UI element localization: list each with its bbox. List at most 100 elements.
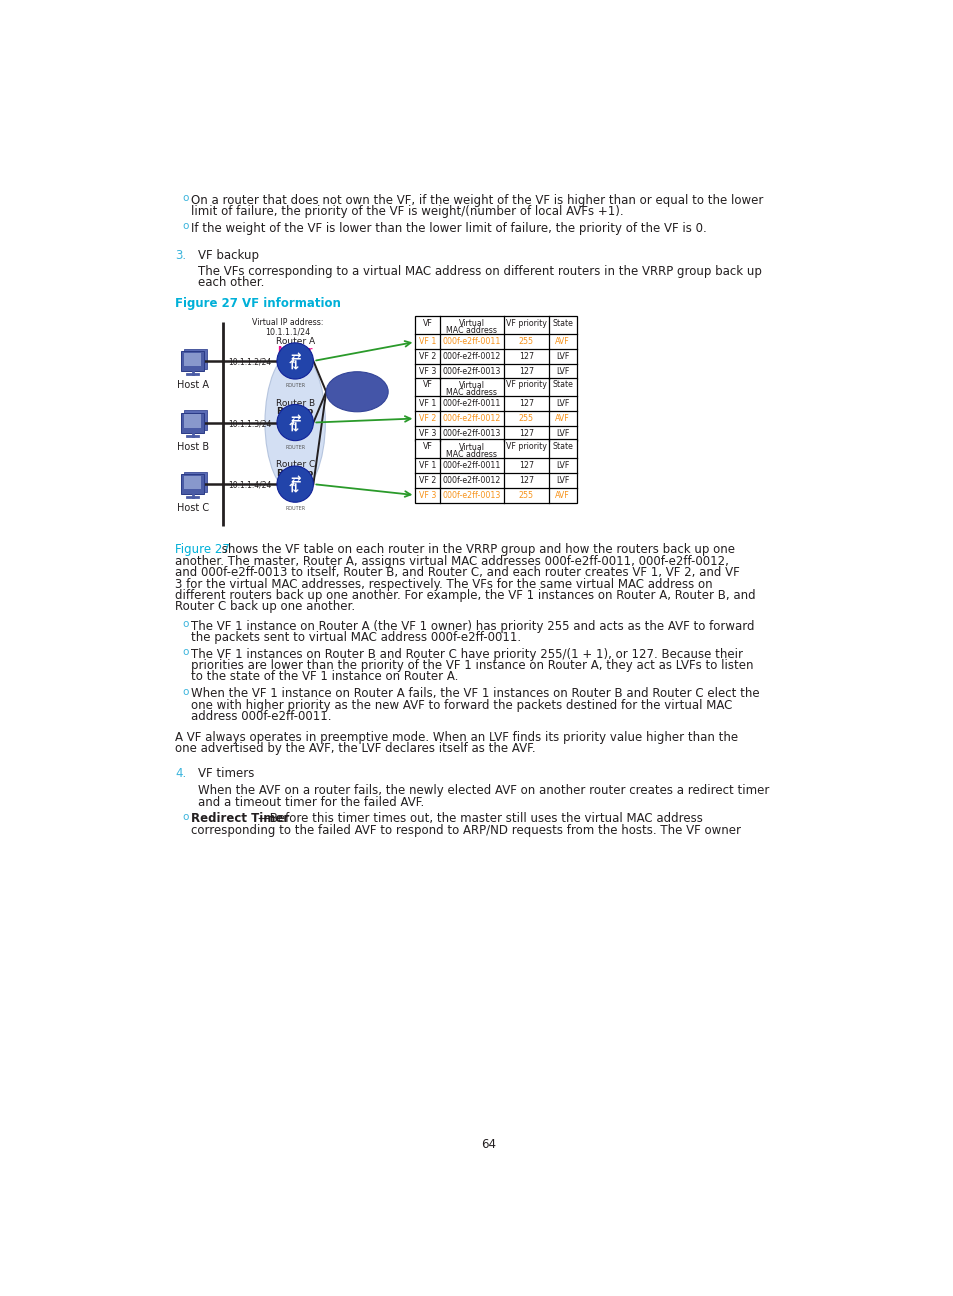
Text: Router A: Router A bbox=[275, 337, 314, 346]
Text: VF 2: VF 2 bbox=[418, 476, 436, 485]
Text: 10.1.1.3/24: 10.1.1.3/24 bbox=[228, 419, 271, 428]
Text: Router C: Router C bbox=[275, 460, 314, 469]
Text: 3.: 3. bbox=[174, 249, 186, 262]
Text: ⇄: ⇄ bbox=[289, 420, 301, 430]
Text: ⇄: ⇄ bbox=[290, 351, 300, 364]
Text: VF: VF bbox=[422, 442, 432, 451]
FancyBboxPatch shape bbox=[181, 412, 204, 433]
Text: 127: 127 bbox=[518, 460, 533, 469]
Text: ⇄: ⇄ bbox=[290, 474, 300, 487]
Text: corresponding to the failed AVF to respond to ARP/ND requests from the hosts. Th: corresponding to the failed AVF to respo… bbox=[191, 824, 740, 837]
Text: Backup: Backup bbox=[276, 407, 314, 416]
Text: another. The master, Router A, assigns virtual MAC addresses 000f-e2ff-0011, 000: another. The master, Router A, assigns v… bbox=[174, 555, 728, 568]
Text: On a router that does not own the VF, if the weight of the VF is higher than or : On a router that does not own the VF, if… bbox=[191, 194, 762, 207]
Text: limit of failure, the priority of the VF is weight/(number of local AVFs +1).: limit of failure, the priority of the VF… bbox=[191, 205, 622, 219]
Text: 000f-e2ff-0011: 000f-e2ff-0011 bbox=[442, 399, 500, 408]
Text: 64: 64 bbox=[481, 1138, 496, 1151]
Text: Router C back up one another.: Router C back up one another. bbox=[174, 600, 355, 613]
Text: LVF: LVF bbox=[556, 429, 569, 438]
Text: 000f-e2ff-0011: 000f-e2ff-0011 bbox=[442, 460, 500, 469]
Text: MAC address: MAC address bbox=[446, 450, 497, 459]
Text: VF 2: VF 2 bbox=[418, 413, 436, 422]
Text: 3 for the virtual MAC addresses, respectively. The VFs for the same virtual MAC : 3 for the virtual MAC addresses, respect… bbox=[174, 578, 712, 591]
Ellipse shape bbox=[265, 351, 325, 494]
Text: 127: 127 bbox=[518, 429, 533, 438]
Text: the packets sent to virtual MAC address 000f-e2ff-0011.: the packets sent to virtual MAC address … bbox=[191, 631, 520, 644]
Text: 4.: 4. bbox=[174, 767, 186, 780]
Text: Redirect Timer: Redirect Timer bbox=[191, 813, 289, 826]
Text: 10.1.1.2/24: 10.1.1.2/24 bbox=[228, 358, 271, 367]
Text: 000f-e2ff-0012: 000f-e2ff-0012 bbox=[442, 476, 500, 485]
Text: 000f-e2ff-0012: 000f-e2ff-0012 bbox=[442, 353, 500, 362]
Text: Virtual: Virtual bbox=[458, 319, 484, 328]
Text: Host C: Host C bbox=[176, 503, 209, 513]
Text: priorities are lower than the priority of the VF 1 instance on Router A, they ac: priorities are lower than the priority o… bbox=[191, 660, 752, 673]
Text: Figure 27: Figure 27 bbox=[174, 543, 230, 556]
Text: LVF: LVF bbox=[556, 399, 569, 408]
FancyBboxPatch shape bbox=[184, 353, 201, 365]
Text: —Before this timer times out, the master still uses the virtual MAC address: —Before this timer times out, the master… bbox=[257, 813, 702, 826]
FancyBboxPatch shape bbox=[181, 474, 204, 494]
Text: VF: VF bbox=[422, 319, 432, 328]
Text: VF 2: VF 2 bbox=[418, 353, 436, 362]
Text: 000f-e2ff-0011: 000f-e2ff-0011 bbox=[442, 337, 500, 346]
Text: 255: 255 bbox=[518, 413, 533, 422]
Text: o: o bbox=[183, 811, 189, 822]
Text: 000f-e2ff-0013: 000f-e2ff-0013 bbox=[442, 368, 500, 376]
Text: ⇄: ⇄ bbox=[289, 359, 301, 369]
Text: Virtual: Virtual bbox=[458, 442, 484, 451]
Text: ROUTER: ROUTER bbox=[285, 445, 305, 450]
FancyBboxPatch shape bbox=[183, 349, 207, 368]
Text: The VF 1 instance on Router A (the VF 1 owner) has priority 255 and acts as the : The VF 1 instance on Router A (the VF 1 … bbox=[191, 619, 753, 632]
Text: MAC address: MAC address bbox=[446, 327, 497, 336]
Text: VF 1: VF 1 bbox=[418, 460, 436, 469]
Text: State: State bbox=[552, 380, 573, 389]
Text: o: o bbox=[183, 647, 189, 657]
Text: VF timers: VF timers bbox=[198, 767, 254, 780]
Text: VF priority: VF priority bbox=[505, 319, 546, 328]
Text: VF priority: VF priority bbox=[505, 442, 546, 451]
Text: ⇄: ⇄ bbox=[290, 413, 300, 426]
Text: 000f-e2ff-0013: 000f-e2ff-0013 bbox=[442, 429, 500, 438]
Text: 000f-e2ff-0013: 000f-e2ff-0013 bbox=[442, 491, 500, 500]
Text: 127: 127 bbox=[518, 353, 533, 362]
Text: 10.1.1.4/24: 10.1.1.4/24 bbox=[228, 481, 271, 490]
Text: LVF: LVF bbox=[556, 460, 569, 469]
Text: VF 1: VF 1 bbox=[418, 399, 436, 408]
Circle shape bbox=[276, 343, 313, 378]
Text: MAC address: MAC address bbox=[446, 388, 497, 397]
Text: AVF: AVF bbox=[555, 491, 569, 500]
FancyBboxPatch shape bbox=[415, 316, 576, 380]
Text: 10.1.1.1/24: 10.1.1.1/24 bbox=[265, 327, 310, 336]
Text: If the weight of the VF is lower than the lower limit of failure, the priority o: If the weight of the VF is lower than th… bbox=[191, 222, 705, 235]
FancyBboxPatch shape bbox=[184, 415, 201, 428]
Text: shows the VF table on each router in the VRRP group and how the routers back up : shows the VF table on each router in the… bbox=[217, 543, 734, 556]
Text: VF 3: VF 3 bbox=[418, 429, 436, 438]
Text: to the state of the VF 1 instance on Router A.: to the state of the VF 1 instance on Rou… bbox=[191, 670, 457, 683]
Text: VF backup: VF backup bbox=[198, 249, 259, 262]
Text: each other.: each other. bbox=[198, 276, 264, 289]
Text: Network: Network bbox=[339, 388, 375, 397]
Text: 127: 127 bbox=[518, 399, 533, 408]
Text: When the AVF on a router fails, the newly elected AVF on another router creates : When the AVF on a router fails, the newl… bbox=[198, 784, 769, 797]
Text: LVF: LVF bbox=[556, 476, 569, 485]
Text: A VF always operates in preemptive mode. When an LVF finds its priority value hi: A VF always operates in preemptive mode.… bbox=[174, 731, 738, 744]
Text: VF priority: VF priority bbox=[505, 380, 546, 389]
Text: one advertised by the AVF, the LVF declares itself as the AVF.: one advertised by the AVF, the LVF decla… bbox=[174, 743, 536, 756]
Text: address 000f-e2ff-0011.: address 000f-e2ff-0011. bbox=[191, 710, 331, 723]
Text: o: o bbox=[183, 687, 189, 696]
Text: AVF: AVF bbox=[555, 413, 569, 422]
Text: 000f-e2ff-0012: 000f-e2ff-0012 bbox=[442, 413, 500, 422]
Ellipse shape bbox=[326, 372, 388, 412]
Text: 127: 127 bbox=[518, 476, 533, 485]
Text: The VF 1 instances on Router B and Router C have priority 255/(1 + 1), or 127. B: The VF 1 instances on Router B and Route… bbox=[191, 648, 741, 661]
Text: Master: Master bbox=[277, 346, 313, 355]
Text: o: o bbox=[183, 618, 189, 629]
FancyBboxPatch shape bbox=[415, 378, 576, 441]
FancyBboxPatch shape bbox=[183, 411, 207, 430]
Text: Host A: Host A bbox=[176, 380, 209, 390]
Text: 127: 127 bbox=[518, 368, 533, 376]
Text: AVF: AVF bbox=[555, 337, 569, 346]
Text: ROUTER: ROUTER bbox=[285, 507, 305, 511]
Circle shape bbox=[276, 404, 313, 441]
